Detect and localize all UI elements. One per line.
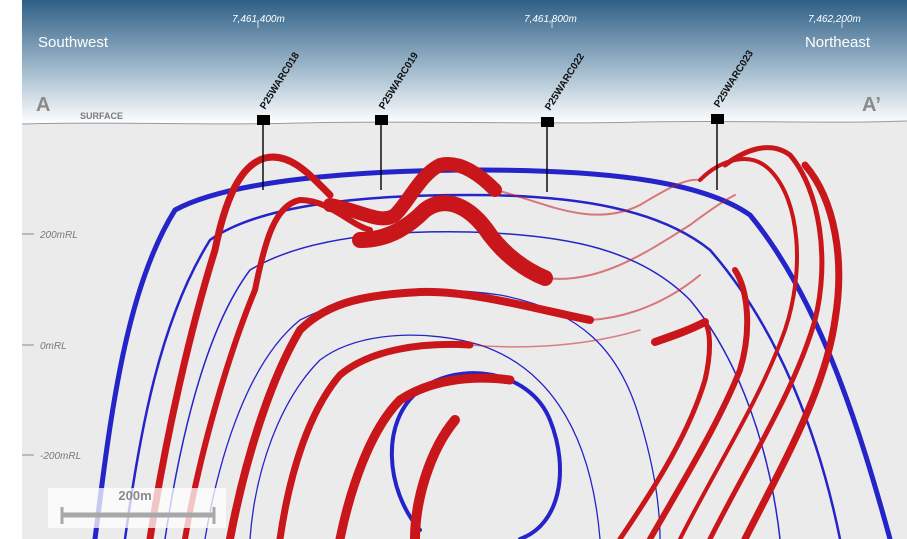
scale-bar: 200m bbox=[48, 488, 226, 528]
easting-ticks bbox=[257, 20, 843, 28]
drillhole-022 bbox=[541, 117, 554, 192]
red-limb-east-4 bbox=[647, 267, 751, 539]
easting-label: 7,462,200m bbox=[808, 14, 861, 25]
red-limb-west-3 bbox=[226, 287, 594, 539]
red-limb-east-2 bbox=[707, 145, 825, 539]
red-connector-3 bbox=[589, 274, 701, 321]
red-limb-west-5 bbox=[335, 373, 515, 539]
direction-label-southwest: Southwest bbox=[38, 34, 109, 51]
blue-fold-4 bbox=[204, 289, 661, 539]
drillhole-018 bbox=[257, 115, 270, 190]
surface-line bbox=[21, 120, 907, 125]
scale-bar-label: 200m bbox=[118, 488, 151, 503]
section-end-label: A’ bbox=[862, 94, 881, 116]
red-connector-2 bbox=[544, 194, 736, 280]
drillhole-023 bbox=[711, 114, 724, 190]
red-limb-east-5 bbox=[617, 319, 712, 539]
red-hinge-lower bbox=[352, 195, 553, 286]
red-connector-4 bbox=[469, 329, 641, 348]
red-limb-east-hook bbox=[651, 318, 709, 346]
drillhole-traces bbox=[257, 114, 724, 192]
red-hinge-upper bbox=[323, 157, 502, 226]
elevation-label: 200mRL bbox=[39, 230, 78, 241]
section-start-label: A bbox=[36, 94, 50, 116]
blue-fold-2 bbox=[123, 193, 842, 539]
red-limb-east-3 bbox=[741, 161, 843, 539]
scale-bar-backdrop bbox=[48, 488, 226, 528]
blue-fold-3 bbox=[164, 231, 781, 539]
elevation-label: -200mRL bbox=[40, 451, 81, 462]
collar-marker bbox=[711, 114, 724, 124]
easting-label: 7,461,800m bbox=[524, 14, 577, 25]
sky-band bbox=[22, 0, 907, 124]
red-connector-1 bbox=[494, 178, 701, 216]
collar-marker bbox=[541, 117, 554, 127]
elevation-label: 0mRL bbox=[40, 341, 67, 352]
collar-marker bbox=[375, 115, 388, 125]
geology-units bbox=[92, 145, 893, 539]
red-limb-west-4 bbox=[276, 340, 474, 539]
red-limb-west-outer bbox=[146, 153, 334, 539]
blue-fold-5 bbox=[249, 334, 601, 539]
direction-label-northeast: Northeast bbox=[805, 34, 871, 51]
drillhole-019 bbox=[375, 115, 388, 190]
elevation-ticks bbox=[22, 233, 34, 456]
red-limb-core bbox=[410, 415, 460, 539]
collar-marker bbox=[257, 115, 270, 125]
red-limb-east-1 bbox=[678, 157, 799, 539]
easting-label: 7,461,400m bbox=[232, 14, 285, 25]
surface-label: SURFACE bbox=[80, 111, 123, 121]
red-unit bbox=[146, 145, 843, 539]
